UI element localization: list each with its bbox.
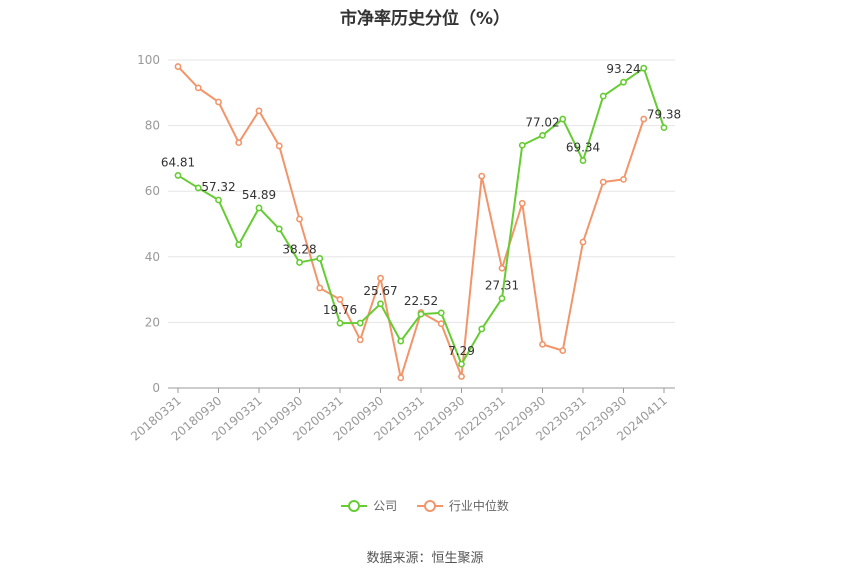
y-tick-label: 0 xyxy=(152,381,160,395)
data-point xyxy=(296,259,303,266)
data-point xyxy=(235,241,243,249)
data-label: 69.34 xyxy=(566,141,600,155)
data-point xyxy=(498,264,506,272)
data-label: 93.24 xyxy=(606,62,640,76)
y-tick-label: 100 xyxy=(137,53,160,67)
data-source: 数据来源：恒生聚源 xyxy=(366,551,484,566)
data-label: 25.67 xyxy=(363,284,397,298)
data-point xyxy=(579,157,587,164)
data-label: 38.28 xyxy=(282,242,316,256)
data-point xyxy=(599,92,607,100)
data-point xyxy=(356,336,364,344)
data-point xyxy=(539,131,546,139)
data-point xyxy=(174,63,182,70)
data-point xyxy=(518,199,526,207)
data-point xyxy=(397,374,405,382)
data-point xyxy=(620,175,627,183)
legend-swatch-company xyxy=(341,499,368,512)
data-point xyxy=(579,238,587,246)
data-label: 19.76 xyxy=(323,303,357,317)
series-line-1 xyxy=(177,65,645,379)
data-point xyxy=(660,124,668,132)
legend-item-company[interactable]: 公司 xyxy=(341,497,397,514)
data-point xyxy=(458,373,465,380)
data-point xyxy=(478,172,486,180)
data-point xyxy=(215,196,222,204)
data-point xyxy=(194,84,202,92)
data-point xyxy=(215,98,222,106)
chart-title: 市净率历史分位（%） xyxy=(339,9,511,29)
y-tick-label: 80 xyxy=(145,119,160,133)
data-point xyxy=(174,172,182,179)
data-point xyxy=(377,300,384,308)
data-point xyxy=(559,347,567,355)
data-point xyxy=(336,319,344,327)
legend: 公司 行业中位数 xyxy=(0,497,850,515)
data-point xyxy=(235,139,243,147)
legend-label-company: 公司 xyxy=(373,499,398,513)
data-point xyxy=(599,178,607,186)
data-point xyxy=(498,295,506,302)
data-point xyxy=(275,142,283,150)
data-label: 64.81 xyxy=(161,155,195,169)
data-point xyxy=(255,107,263,115)
data-point xyxy=(437,309,445,317)
data-point xyxy=(458,360,465,368)
y-tick-label: 40 xyxy=(145,250,160,264)
data-point xyxy=(518,141,526,149)
data-point xyxy=(296,215,303,223)
data-point xyxy=(539,340,546,348)
data-point xyxy=(336,296,344,303)
data-point xyxy=(437,320,445,328)
y-tick-label: 60 xyxy=(145,184,160,198)
axes: 0204060801002018033120180930201903312019… xyxy=(128,53,675,444)
data-label: 77.02 xyxy=(525,115,559,129)
legend-item-industry-median[interactable]: 行业中位数 xyxy=(416,497,509,514)
data-point xyxy=(356,319,364,327)
data-point xyxy=(316,255,324,262)
data-point xyxy=(640,115,648,123)
data-point xyxy=(620,78,627,86)
data-point xyxy=(377,274,384,282)
data-label: 22.52 xyxy=(404,294,438,308)
series-lines xyxy=(174,63,668,382)
data-label: 57.32 xyxy=(201,180,235,194)
data-point xyxy=(397,337,405,345)
data-labels: 64.81 57.32 54.89 38.28 19.76 25.67 22.52 7.29 2… xyxy=(161,62,681,358)
data-point xyxy=(478,325,486,333)
y-tick-label: 20 xyxy=(145,315,160,329)
data-point xyxy=(275,225,283,233)
data-point xyxy=(194,184,202,192)
legend-swatch-industry-median xyxy=(416,499,443,512)
data-label: 54.89 xyxy=(242,188,276,202)
data-label: 79.38 xyxy=(647,108,681,122)
data-point xyxy=(255,204,263,212)
data-point xyxy=(640,64,648,72)
data-point xyxy=(316,284,324,292)
legend-label-industry-median: 行业中位数 xyxy=(448,499,509,513)
data-label: 7.29 xyxy=(448,344,475,358)
data-point xyxy=(559,115,567,123)
data-label: 27.31 xyxy=(485,278,519,292)
grid-lines xyxy=(168,59,675,323)
data-point xyxy=(417,310,425,318)
